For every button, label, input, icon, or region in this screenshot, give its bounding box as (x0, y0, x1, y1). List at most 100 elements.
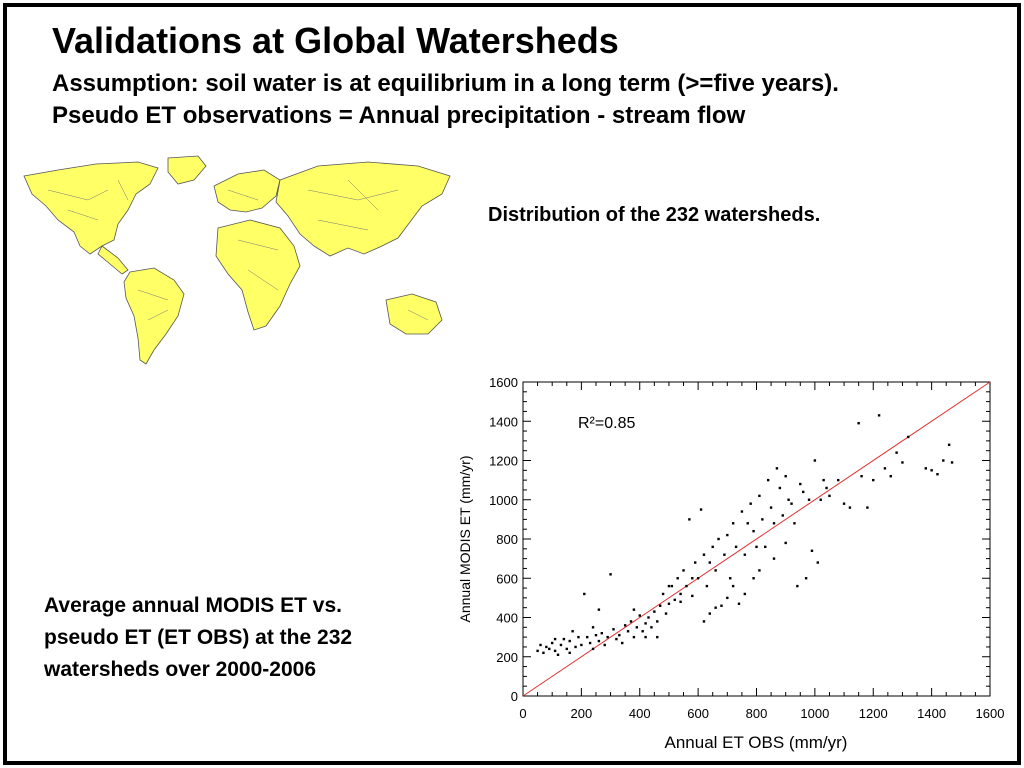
data-point (895, 451, 898, 454)
y-tick-label: 200 (496, 650, 518, 665)
data-point (731, 584, 735, 588)
data-point (618, 633, 621, 637)
data-point (743, 592, 747, 596)
data-point (828, 494, 831, 498)
x-tick-label: 200 (571, 706, 593, 721)
data-point (615, 637, 618, 641)
data-point (644, 622, 647, 625)
data-point (685, 584, 688, 588)
data-point (597, 639, 601, 643)
data-point (877, 414, 881, 417)
data-point (696, 577, 700, 580)
data-point (679, 592, 682, 596)
data-point (629, 620, 633, 623)
data-point (588, 641, 592, 645)
data-point (930, 469, 933, 472)
data-point (799, 482, 802, 486)
data-point (866, 506, 869, 509)
data-point (565, 647, 568, 651)
data-point (726, 596, 729, 600)
data-point (705, 584, 709, 588)
data-point (708, 561, 711, 564)
data-point (729, 577, 732, 580)
data-point (545, 645, 548, 649)
data-point (889, 475, 892, 478)
data-point (942, 459, 945, 462)
data-point (553, 637, 557, 641)
slide-frame (3, 3, 1021, 765)
data-point (755, 545, 758, 549)
data-point (542, 651, 545, 655)
data-point (699, 508, 703, 511)
plot-caption-line-2: pseudo ET (ET OBS) at the 232 (44, 626, 353, 649)
data-point (731, 522, 735, 525)
data-point (571, 630, 574, 633)
data-point (603, 643, 606, 647)
data-point (574, 645, 577, 649)
data-point (804, 577, 808, 580)
data-point (632, 608, 636, 611)
y-tick-label: 800 (496, 532, 518, 547)
data-point (711, 545, 714, 549)
data-point (714, 606, 717, 609)
data-point (638, 614, 641, 617)
data-point (606, 635, 609, 639)
data-point (623, 624, 627, 627)
assumption-text: Assumption: soil water is at equilibrium… (52, 70, 839, 97)
y-tick-label: 0 (511, 689, 518, 704)
africa-shape (215, 219, 301, 331)
data-point (819, 498, 822, 501)
data-point (924, 467, 927, 470)
data-point (758, 569, 761, 572)
data-point (673, 598, 676, 602)
data-point (778, 486, 782, 490)
data-point (787, 498, 790, 501)
y-tick-label: 600 (496, 571, 518, 586)
asia-shape (275, 161, 451, 257)
slide-title: Validations at Global Watersheds (52, 20, 619, 61)
central-america-shape (97, 245, 129, 275)
data-point (752, 577, 755, 580)
greenland-shape (167, 155, 207, 185)
data-point (758, 494, 761, 498)
data-point (644, 635, 647, 639)
south-america-shape (123, 267, 185, 365)
data-point (656, 635, 659, 639)
data-point (752, 529, 755, 533)
y-axis-label: Annual MODIS ET (mm/yr) (457, 456, 473, 623)
y-tick-label: 400 (496, 611, 518, 626)
data-point (848, 506, 852, 509)
data-point (580, 643, 583, 647)
data-point (667, 602, 671, 605)
data-point (612, 628, 615, 631)
data-point (796, 584, 799, 588)
data-point (708, 612, 711, 615)
data-point (691, 577, 694, 580)
data-point (860, 475, 863, 478)
data-point (553, 649, 557, 653)
data-point (577, 635, 580, 639)
data-point (676, 577, 679, 580)
watershed-world-map (23, 155, 451, 365)
data-point (781, 514, 784, 517)
data-point (682, 569, 685, 572)
et-scatter-chart: 0 200 400 600 800 1000 1200 1400 1600 0 200 400 600 8… (457, 375, 1005, 752)
data-point (740, 510, 744, 513)
data-point (702, 553, 706, 556)
data-point (667, 584, 671, 588)
data-point (556, 653, 560, 656)
data-point (591, 647, 595, 651)
data-point (816, 561, 819, 564)
pseudo-et-text: Pseudo ET observations = Annual precipit… (52, 102, 746, 129)
data-point (650, 626, 653, 629)
data-point (766, 478, 770, 482)
data-point (691, 594, 694, 598)
x-tick-label: 800 (746, 706, 768, 721)
data-point (761, 518, 764, 521)
x-tick-label: 1600 (976, 706, 1005, 721)
data-point (726, 533, 729, 537)
plot-caption-line-3: watersheds over 2000-2006 (44, 658, 317, 681)
data-point (661, 592, 665, 596)
data-point (550, 641, 554, 645)
data-point (600, 632, 604, 635)
